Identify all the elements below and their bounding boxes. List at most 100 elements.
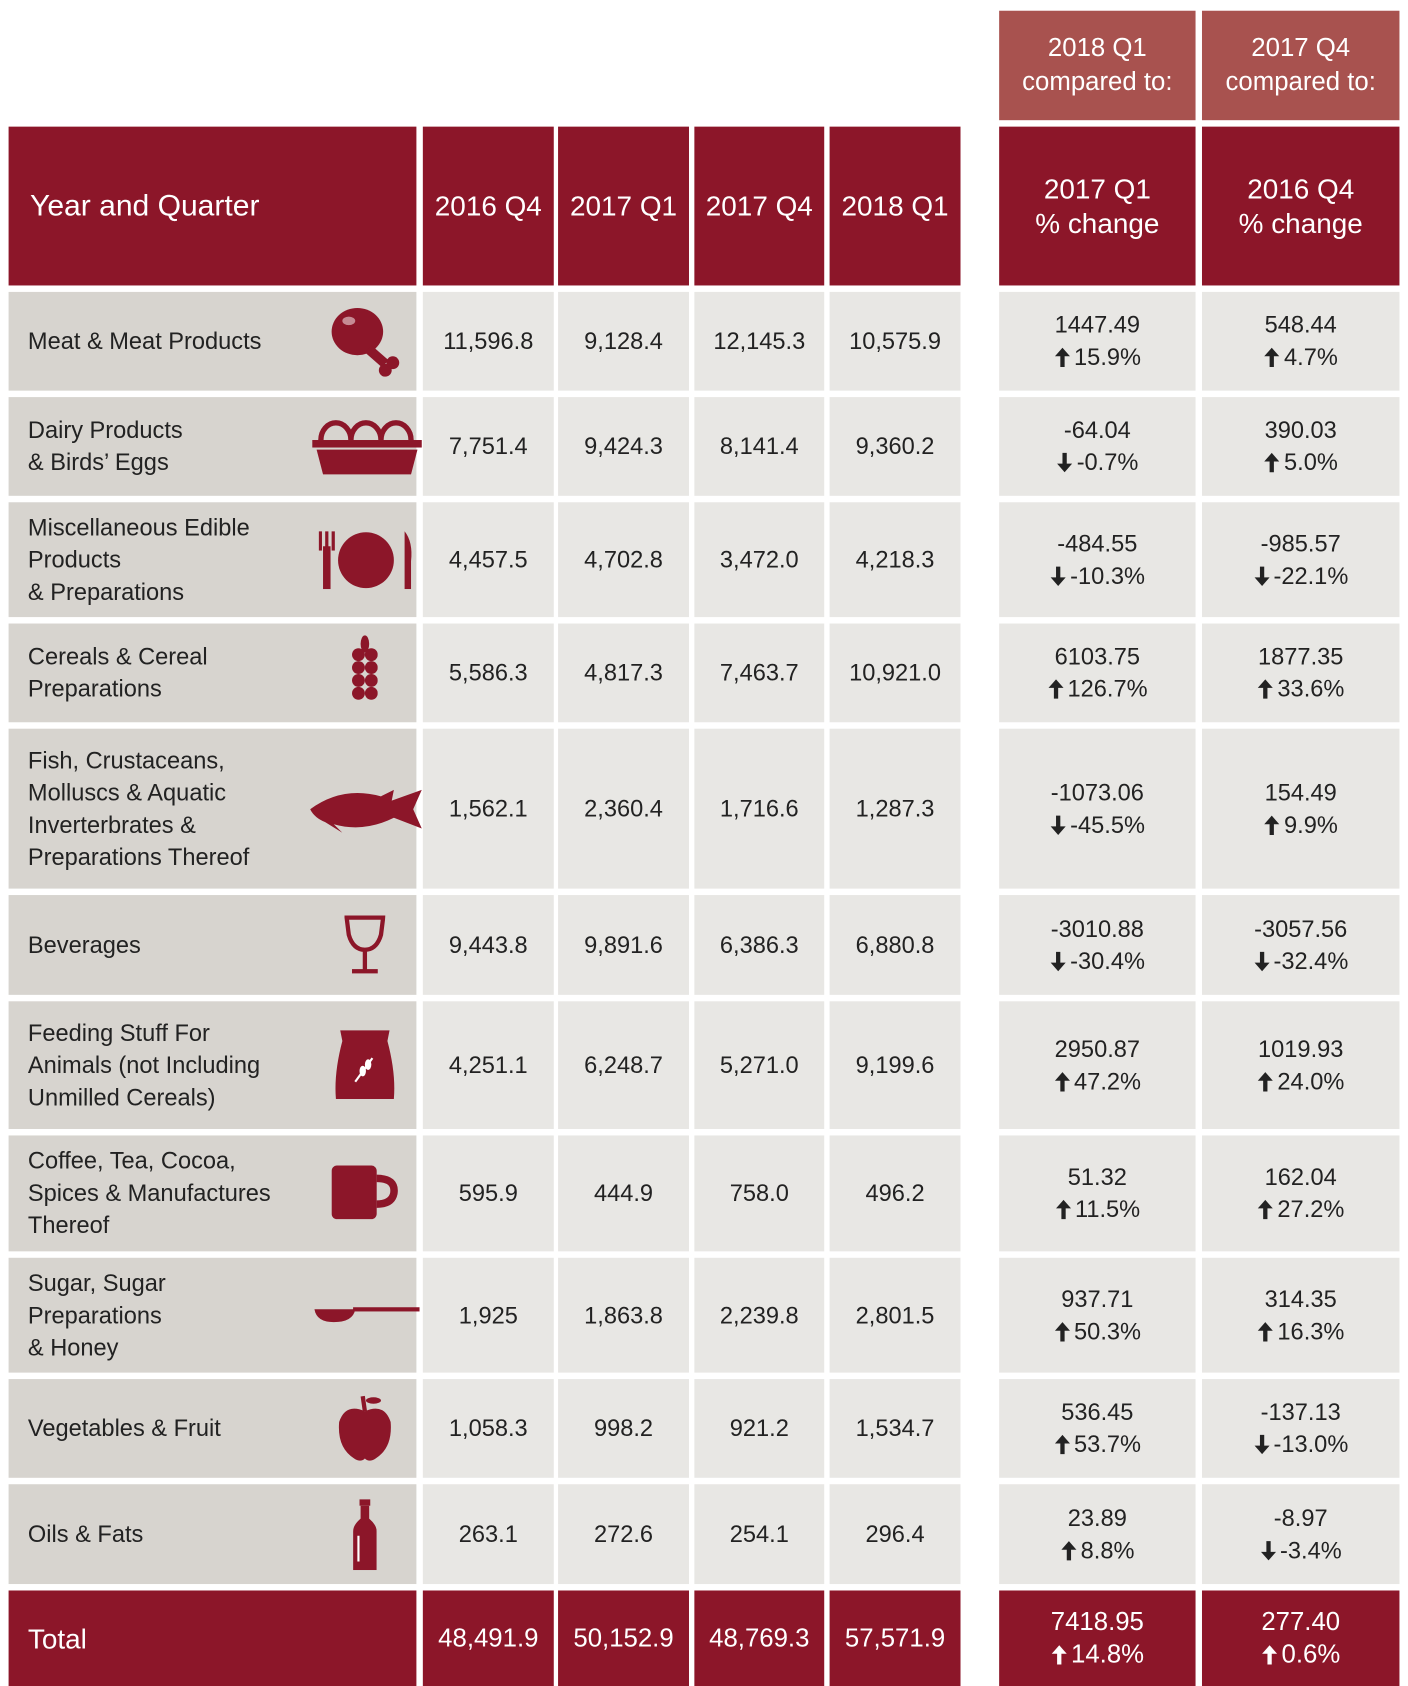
change-value: 277.40 bbox=[1261, 1607, 1341, 1637]
pct-text: 50.3% bbox=[1074, 1317, 1142, 1345]
category-icon bbox=[337, 1394, 393, 1468]
value-cell: 1,863.8 bbox=[558, 1257, 689, 1373]
arrow-icon bbox=[1054, 1321, 1070, 1341]
value-cell: 1,925 bbox=[422, 1257, 554, 1373]
change-cell: 1877.35 33.6% bbox=[1201, 623, 1400, 723]
change-cell: 548.44 4.7% bbox=[1201, 291, 1400, 391]
total-value: 57,571.9 bbox=[829, 1590, 961, 1686]
change-value: 536.45 bbox=[1061, 1398, 1134, 1426]
value-cell: 2,801.5 bbox=[829, 1257, 961, 1373]
change-value: 162.04 bbox=[1264, 1163, 1337, 1191]
value-cell: 5,271.0 bbox=[694, 1001, 825, 1130]
change-value: 937.71 bbox=[1061, 1285, 1134, 1312]
change-cell: 6103.75 126.7% bbox=[999, 623, 1196, 723]
pct-text: 24.0% bbox=[1277, 1067, 1345, 1095]
arrow-icon bbox=[1050, 566, 1066, 586]
category-icon bbox=[327, 306, 402, 382]
header-cell: 2017 Q1 % change bbox=[999, 126, 1196, 286]
change-pct: -13.0% bbox=[1253, 1428, 1348, 1460]
value-cell: 1,287.3 bbox=[829, 728, 961, 889]
change-value: 1447.49 bbox=[1054, 311, 1141, 339]
arrow-icon bbox=[1258, 1321, 1274, 1341]
change-value: -8.97 bbox=[1273, 1504, 1328, 1531]
change-value: 548.44 bbox=[1264, 311, 1337, 339]
pct-text: 27.2% bbox=[1277, 1195, 1345, 1223]
change-cell: -64.04 -0.7% bbox=[999, 397, 1196, 496]
category-icon bbox=[318, 530, 416, 594]
pct-text: -0.7% bbox=[1076, 448, 1139, 476]
arrow-icon bbox=[1054, 347, 1070, 368]
pct-text: -22.1% bbox=[1273, 561, 1349, 589]
value-cell: 4,251.1 bbox=[422, 1001, 554, 1130]
value-cell: 4,817.3 bbox=[558, 623, 689, 723]
category-icon bbox=[352, 635, 378, 715]
change-value: -64.04 bbox=[1063, 416, 1131, 444]
change-pct: -0.7% bbox=[1056, 446, 1138, 478]
arrow-icon bbox=[1262, 1644, 1278, 1664]
change-pct: 8.8% bbox=[1060, 1534, 1134, 1566]
arrow-icon bbox=[1254, 1434, 1270, 1455]
pct-text: 53.7% bbox=[1074, 1430, 1142, 1458]
arrow-icon bbox=[1258, 679, 1274, 699]
change-cell: 1019.93 24.0% bbox=[1201, 1001, 1400, 1130]
arrow-icon bbox=[1260, 1540, 1276, 1560]
change-cell: -3057.56 -32.4% bbox=[1201, 895, 1400, 995]
pct-text: 47.2% bbox=[1074, 1067, 1142, 1095]
change-cell: -1073.06 -45.5% bbox=[999, 728, 1196, 889]
change-cell: 51.32 11.5% bbox=[999, 1135, 1196, 1252]
value-cell: 2,360.4 bbox=[558, 728, 689, 889]
change-pct: -22.1% bbox=[1253, 560, 1348, 592]
arrow-icon bbox=[1264, 452, 1280, 473]
change-pct: 126.7% bbox=[1047, 673, 1148, 705]
change-value: 314.35 bbox=[1264, 1285, 1337, 1312]
category-icon bbox=[331, 1165, 399, 1226]
total-value: 50,152.9 bbox=[558, 1590, 689, 1686]
pct-text: -32.4% bbox=[1273, 947, 1349, 974]
category-icon bbox=[334, 1029, 396, 1106]
pct-text: -30.4% bbox=[1070, 947, 1145, 974]
change-pct: 24.0% bbox=[1257, 1065, 1344, 1097]
change-pct: 4.7% bbox=[1264, 341, 1338, 373]
change-value: -985.57 bbox=[1260, 529, 1341, 557]
row-label: Oils & Fats bbox=[8, 1484, 417, 1585]
change-cell: 937.71 50.3% bbox=[999, 1257, 1196, 1373]
change-value: -137.13 bbox=[1260, 1398, 1341, 1426]
pct-text: 4.7% bbox=[1284, 343, 1338, 371]
arrow-icon bbox=[1264, 347, 1280, 368]
change-cell: 314.35 16.3% bbox=[1201, 1257, 1400, 1373]
change-value: -484.55 bbox=[1057, 529, 1138, 557]
change-value: 390.03 bbox=[1264, 416, 1337, 444]
value-cell: 10,575.9 bbox=[829, 291, 961, 391]
category-icon bbox=[353, 1498, 377, 1575]
change-value: -3010.88 bbox=[1050, 914, 1144, 942]
change-cell: 7418.95 14.8% bbox=[999, 1590, 1196, 1686]
change-value: 2950.87 bbox=[1054, 1035, 1141, 1062]
value-cell: 758.0 bbox=[694, 1135, 825, 1252]
change-pct: 53.7% bbox=[1054, 1428, 1141, 1460]
change-pct: 27.2% bbox=[1257, 1193, 1344, 1225]
value-cell: 272.6 bbox=[558, 1484, 689, 1585]
pct-text: -3.4% bbox=[1280, 1536, 1342, 1564]
value-cell: 254.1 bbox=[694, 1484, 825, 1585]
pct-text: 8.8% bbox=[1080, 1536, 1135, 1564]
change-cell: -484.55 -10.3% bbox=[999, 502, 1196, 618]
value-cell: 1,562.1 bbox=[422, 728, 554, 889]
value-cell: 9,443.8 bbox=[422, 895, 554, 995]
value-cell: 6,880.8 bbox=[829, 895, 961, 995]
value-cell: 2,239.8 bbox=[694, 1257, 825, 1373]
pct-text: 0.6% bbox=[1281, 1639, 1341, 1669]
pct-text: 11.5% bbox=[1074, 1195, 1141, 1223]
top-header: 2018 Q1 compared to: bbox=[999, 10, 1196, 121]
value-cell: 263.1 bbox=[422, 1484, 554, 1585]
change-cell: 23.89 8.8% bbox=[999, 1484, 1196, 1585]
change-value: 51.32 bbox=[1067, 1163, 1127, 1191]
value-cell: 12,145.3 bbox=[694, 291, 825, 391]
change-cell: -3010.88 -30.4% bbox=[999, 895, 1196, 995]
change-pct: -32.4% bbox=[1253, 945, 1348, 977]
row-label: Beverages bbox=[8, 895, 417, 995]
value-cell: 1,058.3 bbox=[422, 1379, 554, 1478]
pct-text: 15.9% bbox=[1074, 343, 1142, 371]
arrow-icon bbox=[1050, 951, 1066, 971]
change-cell: 536.45 53.7% bbox=[999, 1379, 1196, 1478]
value-cell: 10,921.0 bbox=[829, 623, 961, 723]
